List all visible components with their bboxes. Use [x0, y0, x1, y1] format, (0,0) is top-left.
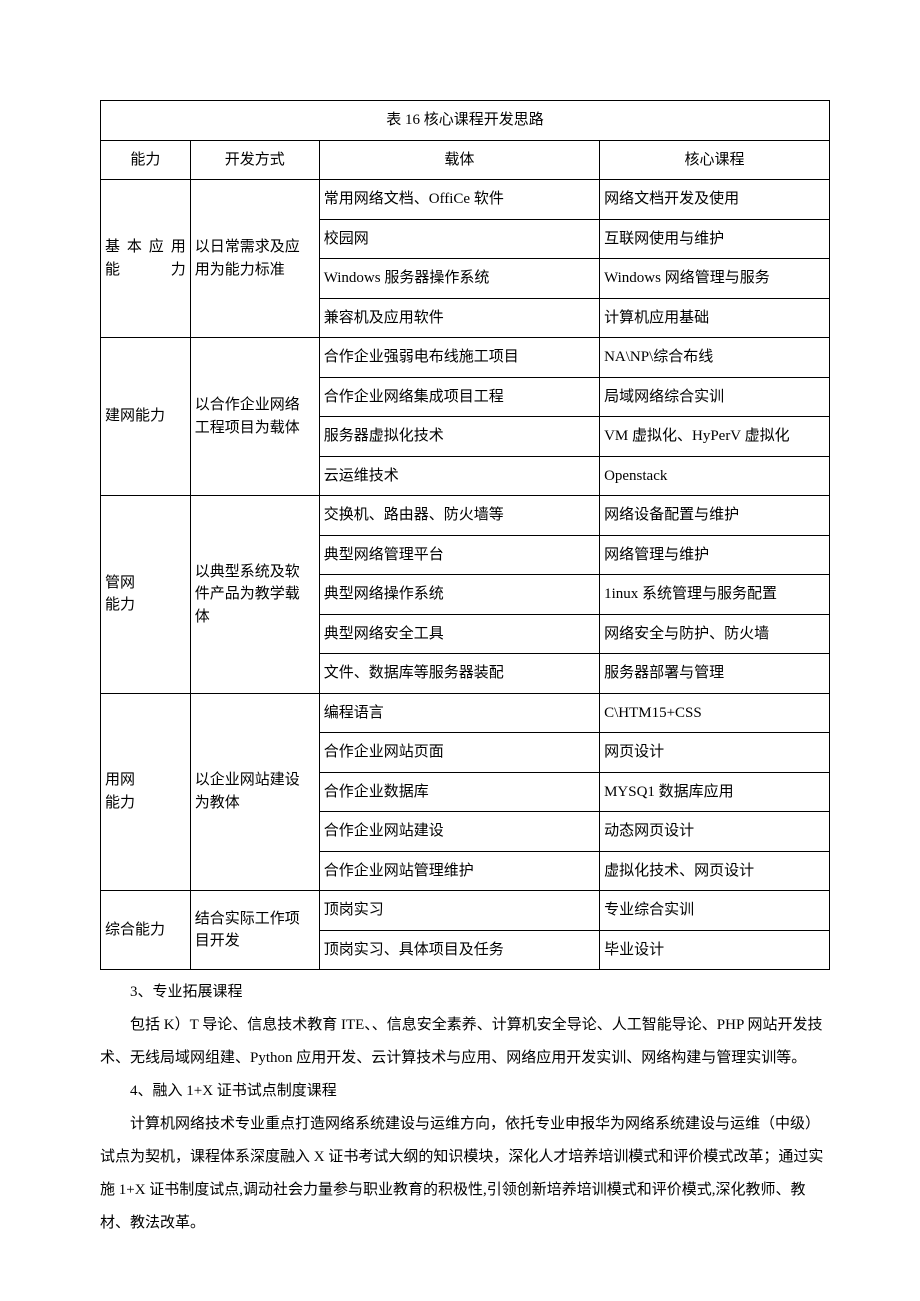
body-text: 3、专业拓展课程包括 K）T 导论、信息技术教育 ITE、、信息安全素养、计算机…	[100, 976, 830, 1240]
column-header: 载体	[319, 140, 599, 180]
course-cell: 网络管理与维护	[600, 535, 830, 575]
document-page: 表 16 核心课程开发思路能力开发方式载体核心课程基 本 应 用能力以日常需求及…	[0, 0, 920, 1300]
carrier-cell: 典型网络操作系统	[319, 575, 599, 615]
carrier-cell: 校园网	[319, 219, 599, 259]
paragraph: 计算机网络技术专业重点打造网络系统建设与运维方向，依托专业申报华为网络系统建设与…	[100, 1108, 830, 1240]
carrier-cell: 典型网络管理平台	[319, 535, 599, 575]
course-cell: Openstack	[600, 456, 830, 496]
course-cell: 计算机应用基础	[600, 298, 830, 338]
table-row: 基 本 应 用能力以日常需求及应用为能力标准常用网络文档、OffiCe 软件网络…	[101, 180, 830, 220]
paragraph: 4、融入 1+X 证书试点制度课程	[100, 1075, 830, 1108]
ability-cell: 建网能力	[101, 338, 191, 496]
carrier-cell: 顶岗实习、具体项目及任务	[319, 930, 599, 970]
method-cell: 以合作企业网络工程项目为载体	[190, 338, 319, 496]
carrier-cell: 云运维技术	[319, 456, 599, 496]
ability-cell: 基 本 应 用能力	[101, 180, 191, 338]
method-cell: 以典型系统及软件产品为教学载体	[190, 496, 319, 694]
carrier-cell: 合作企业数据库	[319, 772, 599, 812]
table-row: 用网能力以企业网站建设为教体编程语言C\HTM15+CSS	[101, 693, 830, 733]
carrier-cell: 合作企业网站建设	[319, 812, 599, 852]
method-cell: 结合实际工作项目开发	[190, 891, 319, 970]
course-cell: VM 虚拟化、HyPerV 虚拟化	[600, 417, 830, 457]
column-header: 核心课程	[600, 140, 830, 180]
course-cell: 1inux 系统管理与服务配置	[600, 575, 830, 615]
method-cell: 以日常需求及应用为能力标准	[190, 180, 319, 338]
course-cell: 网络设备配置与维护	[600, 496, 830, 536]
column-header: 开发方式	[190, 140, 319, 180]
course-cell: NA\NP\综合布线	[600, 338, 830, 378]
table-row: 建网能力以合作企业网络工程项目为载体合作企业强弱电布线施工项目NA\NP\综合布…	[101, 338, 830, 378]
course-cell: 动态网页设计	[600, 812, 830, 852]
ability-cell: 用网能力	[101, 693, 191, 891]
course-cell: 互联网使用与维护	[600, 219, 830, 259]
course-cell: 网络文档开发及使用	[600, 180, 830, 220]
carrier-cell: Windows 服务器操作系统	[319, 259, 599, 299]
table-body: 表 16 核心课程开发思路能力开发方式载体核心课程基 本 应 用能力以日常需求及…	[101, 101, 830, 970]
course-cell: 网页设计	[600, 733, 830, 773]
ability-cell: 综合能力	[101, 891, 191, 970]
core-course-table: 表 16 核心课程开发思路能力开发方式载体核心课程基 本 应 用能力以日常需求及…	[100, 100, 830, 970]
method-cell: 以企业网站建设为教体	[190, 693, 319, 891]
course-cell: C\HTM15+CSS	[600, 693, 830, 733]
carrier-cell: 常用网络文档、OffiCe 软件	[319, 180, 599, 220]
carrier-cell: 合作企业网站管理维护	[319, 851, 599, 891]
carrier-cell: 服务器虚拟化技术	[319, 417, 599, 457]
column-header: 能力	[101, 140, 191, 180]
table-title: 表 16 核心课程开发思路	[101, 101, 830, 141]
carrier-cell: 文件、数据库等服务器装配	[319, 654, 599, 694]
course-cell: Windows 网络管理与服务	[600, 259, 830, 299]
paragraph: 包括 K）T 导论、信息技术教育 ITE、、信息安全素养、计算机安全导论、人工智…	[100, 1009, 830, 1075]
course-cell: 毕业设计	[600, 930, 830, 970]
course-cell: 服务器部署与管理	[600, 654, 830, 694]
carrier-cell: 交换机、路由器、防火墙等	[319, 496, 599, 536]
carrier-cell: 编程语言	[319, 693, 599, 733]
carrier-cell: 合作企业网络集成项目工程	[319, 377, 599, 417]
course-cell: 局域网络综合实训	[600, 377, 830, 417]
carrier-cell: 典型网络安全工具	[319, 614, 599, 654]
table-row: 管网能力以典型系统及软件产品为教学载体交换机、路由器、防火墙等网络设备配置与维护	[101, 496, 830, 536]
carrier-cell: 顶岗实习	[319, 891, 599, 931]
course-cell: 虚拟化技术、网页设计	[600, 851, 830, 891]
course-cell: MYSQ1 数据库应用	[600, 772, 830, 812]
table-row: 综合能力结合实际工作项目开发顶岗实习专业综合实训	[101, 891, 830, 931]
carrier-cell: 合作企业强弱电布线施工项目	[319, 338, 599, 378]
ability-cell: 管网能力	[101, 496, 191, 694]
course-cell: 专业综合实训	[600, 891, 830, 931]
paragraph: 3、专业拓展课程	[100, 976, 830, 1009]
carrier-cell: 兼容机及应用软件	[319, 298, 599, 338]
carrier-cell: 合作企业网站页面	[319, 733, 599, 773]
course-cell: 网络安全与防护、防火墙	[600, 614, 830, 654]
